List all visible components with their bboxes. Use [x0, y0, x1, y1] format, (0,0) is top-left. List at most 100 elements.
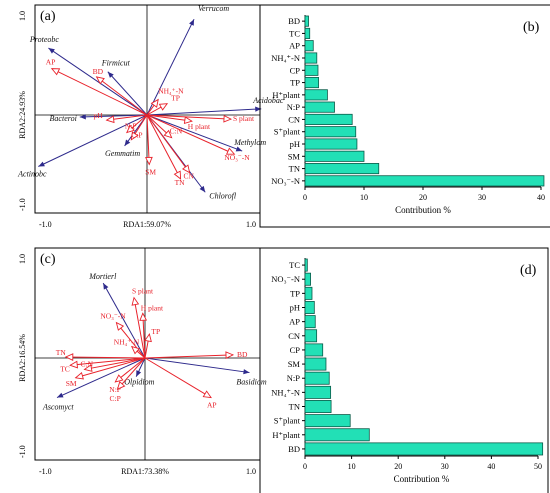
- category-label: BD: [288, 444, 300, 454]
- taxa-vector: [146, 18, 195, 116]
- bar: [304, 329, 318, 343]
- env-label: NO₃⁻-N: [100, 312, 126, 321]
- env-label: TP: [171, 94, 180, 103]
- env-vector: [146, 114, 192, 122]
- env-arrowhead: [50, 68, 61, 76]
- env-label: C:P: [131, 131, 142, 140]
- env-label: TP: [151, 327, 160, 336]
- bar: [304, 77, 319, 89]
- env-label: pH: [94, 111, 104, 120]
- env-label: C:N: [170, 127, 183, 136]
- x-axis-label: Contribution %: [394, 474, 450, 484]
- x-tick-label: 1.0: [246, 467, 256, 476]
- taxa-arrowhead: [255, 106, 262, 112]
- bar: [304, 27, 311, 39]
- category-label: AP: [289, 41, 300, 51]
- env-arrowhead: [64, 353, 74, 361]
- y-tick-label: -1.0: [18, 445, 27, 458]
- x-tick-label: -1.0: [39, 467, 52, 476]
- env-arrowhead: [83, 364, 93, 372]
- bar: [304, 400, 332, 413]
- category-label: NH₄⁺-N: [271, 387, 300, 397]
- env-arrowhead: [158, 103, 169, 111]
- y-axis-label: RDA2:16.54%: [18, 334, 27, 382]
- plot-frame: [259, 247, 549, 493]
- category-label: TP: [290, 78, 300, 88]
- bar: [304, 64, 319, 76]
- taxa-label: Basidiom: [236, 378, 266, 387]
- bar: [304, 272, 311, 286]
- env-label: AP: [207, 401, 217, 410]
- category-label: CN: [288, 331, 300, 341]
- panel-label: (c): [40, 252, 56, 267]
- taxa-arrowhead: [107, 71, 114, 78]
- env-label: H plant: [188, 122, 211, 131]
- taxa-arrowhead: [199, 185, 206, 193]
- bar: [304, 89, 328, 101]
- bar: [304, 414, 351, 428]
- category-label: CP: [290, 345, 301, 355]
- panel-label: (d): [520, 263, 537, 278]
- taxa-label: Verrucom: [198, 4, 229, 13]
- env-label: TN: [56, 348, 67, 357]
- env-label: CN: [184, 172, 195, 181]
- env-vector: [70, 357, 146, 366]
- bar: [304, 163, 380, 175]
- env-vector: [84, 357, 146, 370]
- env-label: NO₃⁻-N: [224, 153, 250, 162]
- env-arrowhead: [95, 76, 105, 85]
- taxa-arrowhead: [38, 161, 45, 167]
- category-label: NO₃⁻-N: [271, 176, 300, 186]
- env-arrowhead: [116, 381, 126, 391]
- env-arrowhead: [225, 351, 235, 360]
- bar: [304, 385, 332, 399]
- taxa-arrowhead: [57, 392, 64, 398]
- taxa-arrowhead: [136, 370, 142, 377]
- bar: [304, 442, 544, 456]
- env-vector: [146, 114, 190, 173]
- env-arrowhead: [202, 390, 212, 399]
- env-arrowhead: [183, 116, 193, 125]
- env-vector: [142, 313, 146, 359]
- y-tick-label: 1.0: [18, 254, 27, 264]
- panel-b-contribution-bars: (b) 0 10 20 30 40 Contribution % BD TC AP NH₄⁺-N CP…: [259, 4, 550, 228]
- env-arrowhead: [150, 98, 159, 108]
- taxa-vector: [38, 114, 148, 167]
- y-tick-label: 1.0: [18, 11, 27, 21]
- env-label: S plant: [233, 114, 255, 123]
- x-tick-label: 50: [534, 462, 542, 471]
- panel-label: (a): [40, 9, 56, 24]
- env-label: SM: [66, 379, 77, 388]
- taxa-label: Acidobac: [252, 96, 284, 105]
- env-vector: [75, 357, 146, 379]
- bar: [304, 15, 309, 27]
- y-tick-label: -1.0: [18, 198, 27, 211]
- panel-c-rda-fungi: (c) -1.0 1.0 RDA1:73.38% 1.0 -1.0 RDA2:16.54% M…: [18, 247, 267, 476]
- bar: [304, 175, 545, 187]
- env-arrowhead: [115, 321, 125, 331]
- env-arrowhead: [225, 147, 236, 155]
- env-label: NH₄⁺-N: [158, 87, 184, 96]
- category-label: pH: [290, 303, 300, 313]
- bar: [304, 113, 353, 125]
- x-tick-label: 40: [487, 462, 495, 471]
- bar: [304, 138, 358, 150]
- env-arrowhead: [131, 296, 140, 306]
- env-vector: [146, 114, 235, 155]
- bar: [304, 315, 316, 329]
- env-label: N:P: [125, 122, 137, 131]
- bar: [304, 357, 327, 371]
- bar: [304, 286, 313, 300]
- x-tick-label: 20: [419, 193, 427, 202]
- env-arrowhead: [105, 115, 115, 124]
- bar: [304, 101, 335, 113]
- category-label: SM: [288, 151, 301, 161]
- taxa-arrowhead: [189, 19, 195, 26]
- env-arrowhead: [114, 374, 124, 383]
- category-label: NH₄⁺-N: [271, 53, 300, 63]
- category-label: BD: [288, 16, 300, 26]
- category-label: TN: [289, 164, 300, 174]
- x-tick-label: 30: [441, 462, 449, 471]
- env-arrowhead: [130, 131, 139, 141]
- taxa-label: Actinobc: [17, 170, 47, 179]
